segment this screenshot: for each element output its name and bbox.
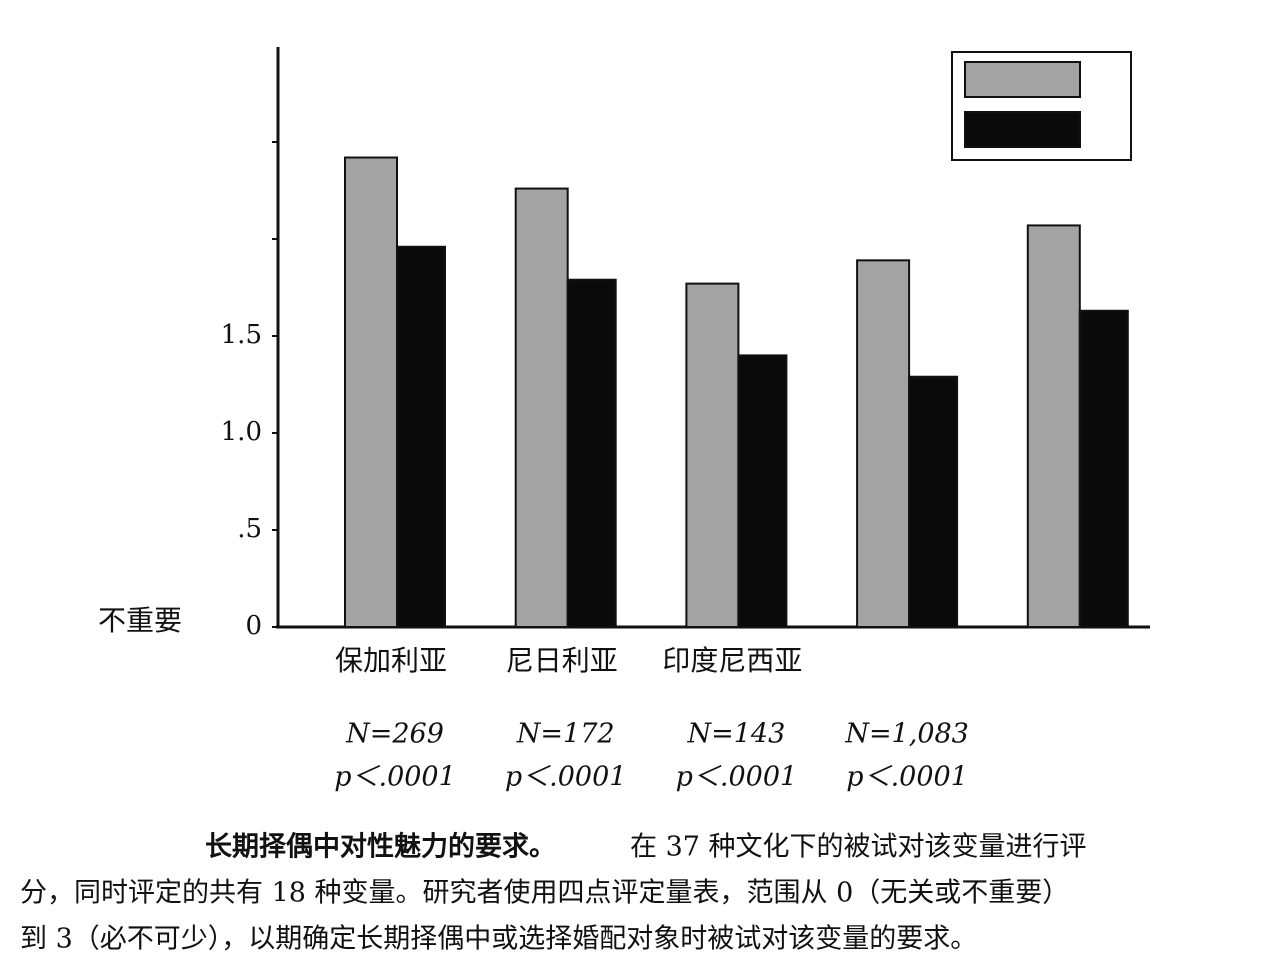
- bar: [908, 375, 959, 628]
- bar: [1026, 224, 1081, 628]
- bar: [737, 354, 788, 628]
- bar: [856, 259, 911, 628]
- y-tick-label: 0: [245, 611, 262, 641]
- legend-swatch: [964, 111, 1081, 148]
- p-value: p＜.0001: [334, 762, 456, 793]
- sample-size: N=269: [345, 719, 444, 750]
- legend-swatch: [964, 61, 1081, 98]
- bar: [396, 245, 446, 628]
- x-tick-label: 印度尼西亚: [662, 644, 802, 677]
- caption-title: 长期择偶中对性魅力的要求。: [205, 831, 556, 863]
- bar: [1078, 309, 1129, 628]
- x-tick-label: 尼日利亚: [506, 644, 618, 677]
- p-value: p＜.0001: [846, 762, 968, 793]
- bar: [685, 282, 740, 628]
- y-axis-label: 不重要: [98, 604, 182, 637]
- caption-line: 到 3（必不可少），以期确定长期择偶中或选择婚配对象时被试对该变量的要求。: [20, 924, 977, 955]
- sample-size: N=1,083: [844, 719, 969, 750]
- y-tick-label: 1.0: [221, 417, 262, 447]
- sample-size: N=143: [687, 719, 786, 750]
- y-tick-label: 1.5: [221, 320, 262, 350]
- p-value: p＜.0001: [505, 762, 627, 793]
- p-value: p＜.0001: [676, 762, 798, 793]
- bar: [514, 187, 569, 628]
- caption-line: 分，同时评定的共有 18 种变量。研究者使用四点评定量表，范围从 0（无关或不重…: [20, 878, 1069, 909]
- caption-line: 在 37 种文化下的被试对该变量进行评: [630, 832, 1087, 863]
- bar: [344, 156, 398, 629]
- y-tick-label: .5: [237, 514, 262, 544]
- bar: [566, 278, 617, 628]
- x-tick-label: 保加利亚: [335, 644, 447, 677]
- sample-size: N=172: [516, 719, 615, 750]
